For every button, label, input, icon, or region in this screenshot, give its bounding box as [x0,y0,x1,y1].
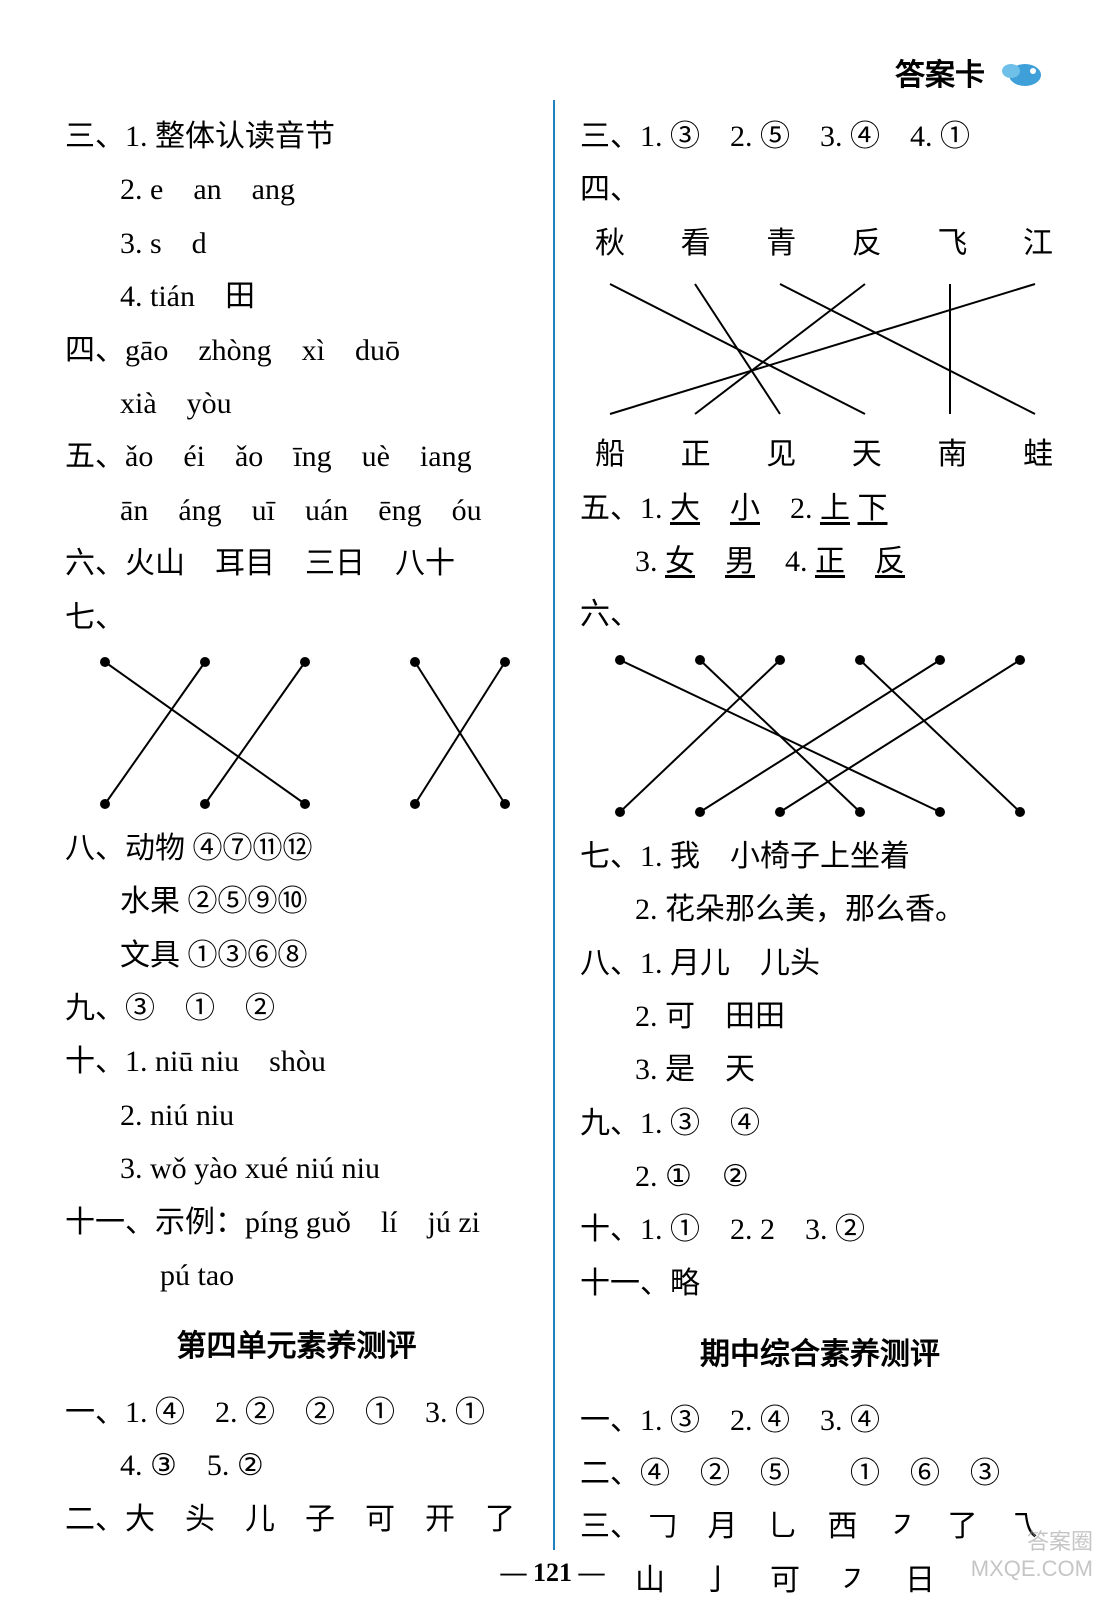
char: 蛙 [1018,428,1058,481]
line: pú tao [65,1249,528,1302]
header-title: 答案卡 [895,50,985,94]
line: 4. tián 田 [65,270,528,323]
line: 八、动物 ④⑦⑪⑫ [65,822,528,875]
line: 十一、略 [580,1257,1060,1310]
answer: 反 [875,545,905,578]
answer: 女 [665,545,695,578]
section-heading-midterm: 期中综合素养测评 [580,1328,1060,1381]
line: 五、1. 大 小 2. 上 下 [580,482,1060,535]
line: 七、1. 我 小椅子上坐着 [580,830,1060,883]
char: 正 [676,428,716,481]
label: 三、 [580,1510,640,1543]
content: 三、1. 整体认读音节 2. e an ang 3. s d 4. tián 田… [50,100,1075,1550]
char: 见 [761,428,801,481]
char: 秋 [590,217,630,270]
line: 四、 [580,163,1060,216]
line: 五、ǎo éi ǎo īng uè iang [65,430,528,483]
answer: 下 [858,492,888,525]
line: 一、1. ③ 2. ④ 3. ④ [580,1394,1060,1447]
answer: 男 [725,545,755,578]
line: 三、1. ③ 2. ⑤ 3. ④ 4. ① [580,110,1060,163]
matching-diagram-7 [65,648,525,818]
line: 2. ① ② [580,1150,1060,1203]
sep [850,492,858,525]
answer: 上 [820,492,850,525]
char: 船 [590,428,630,481]
char: 反 [847,217,887,270]
line: 二、大 头 儿 子 可 开 了 [65,1493,528,1546]
sep [700,492,730,525]
line: 六、火山 耳目 三日 八十 [65,537,528,590]
label: 五、1. [580,492,670,525]
line: 水果 ②⑤⑨⑩ [65,875,528,928]
sep [845,545,875,578]
line: ān áng uī uán ēng óu [65,484,528,537]
char: 青 [761,217,801,270]
line: 2. e an ang [65,163,528,216]
label: 3. [635,545,665,578]
char: 天 [847,428,887,481]
line: 十、1. niū niu shòu [65,1035,528,1088]
line: 六、 [580,588,1060,641]
matching-diagram-6 [580,646,1040,826]
page-number: — 121 — [0,1558,1105,1588]
label: 4. [755,545,815,578]
line: 九、③ ① ② [65,982,528,1035]
label: 2. [760,492,820,525]
char: 南 [932,428,972,481]
line: 四、gāo zhòng xì duō [65,324,528,377]
char: 飞 [932,217,972,270]
line: 3. 女 男 4. 正 反 [580,535,1060,588]
answer: 正 [815,545,845,578]
line: 十一、示例：píng guǒ lí jú zi [65,1196,528,1249]
char: 江 [1018,217,1058,270]
line: 十、1. ① 2. 2 3. ② [580,1203,1060,1256]
matching-diagram-4 [580,274,1060,424]
line: 3. s d [65,217,528,270]
watermark-line2: MXQE.COM [971,1556,1093,1582]
answer: 小 [730,492,760,525]
line: 3. 是 天 [580,1043,1060,1096]
section-heading-unit4: 第四单元素养测评 [65,1320,528,1373]
line: 三、1. 整体认读音节 [65,110,528,163]
answer: 大 [670,492,700,525]
line: 2. 可 田田 [580,990,1060,1043]
line: 八、1. 月儿 儿头 [580,937,1060,990]
header: 答案卡 [895,50,1045,94]
line: 2. niú niu [65,1089,528,1142]
line: 文具 ①③⑥⑧ [65,929,528,982]
char: 看 [676,217,716,270]
line: 一、1. ④ 2. ② ② ① 3. ① [65,1386,528,1439]
line: 二、④ ② ⑤ ① ⑥ ③ [580,1447,1060,1500]
left-column: 三、1. 整体认读音节 2. e an ang 3. s d 4. tián 田… [50,100,555,1550]
line: xià yòu [65,377,528,430]
line: 九、1. ③ ④ [580,1097,1060,1150]
sep [695,545,725,578]
watermark-line1: 答案圈 [971,1529,1093,1555]
line: 七、 [65,591,528,644]
bird-icon [995,55,1045,90]
match4-bottom-row: 船正见天南蛙 [580,428,1060,481]
watermark: 答案圈 MXQE.COM [971,1529,1093,1582]
right-column: 三、1. ③ 2. ⑤ 3. ④ 4. ① 四、 秋看青反飞江 船正见天南蛙 五… [555,100,1075,1550]
line: 3. wǒ yào xué niú niu [65,1142,528,1195]
line: 4. ③ 5. ② [65,1439,528,1492]
match4-top-row: 秋看青反飞江 [580,217,1060,270]
line: 2. 花朵那么美，那么香。 [580,883,1060,936]
